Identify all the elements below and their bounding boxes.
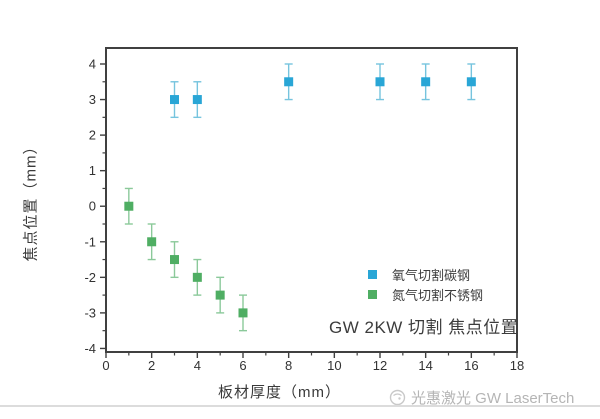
x-tick-label: 0 [102,358,109,373]
y-axis-label: 焦点位置（mm） [22,138,40,262]
data-point [147,237,157,247]
data-point [466,77,476,87]
y-tick-label: -1 [84,234,96,249]
y-tick-label: -2 [84,270,96,285]
data-point [124,201,134,211]
x-tick-label: 18 [510,358,524,373]
data-point [192,272,202,282]
data-point [215,290,225,300]
legend-item: 氧气切割碳钢 [368,266,483,283]
legend-item: 氮气切割不锈钢 [368,286,483,303]
chart-title: GW 2KW 切割 焦点位置 [329,318,519,337]
y-tick-label: -3 [84,305,96,320]
data-point [170,95,179,105]
data-point [238,308,248,318]
bottom-divider [0,405,600,407]
y-tick-label: 0 [89,199,96,214]
data-point [421,77,431,87]
data-point [284,77,294,87]
x-tick-label: 8 [285,358,292,373]
data-point [192,95,202,105]
brand-text: 光惠激光 GW LaserTech [411,390,575,407]
legend-label: 氧气切割碳钢 [392,268,471,283]
legend: 氧气切割碳钢 氮气切割不锈钢 [368,266,483,303]
y-tick-label: 2 [89,128,96,143]
swirl-logo-icon [389,389,406,406]
legend-label: 氮气切割不锈钢 [392,288,484,303]
x-tick-label: 4 [194,358,201,373]
y-tick-label: -4 [84,341,96,356]
legend-marker-icon [368,290,377,299]
plot-frame [105,47,518,353]
x-tick-label: 16 [464,358,478,373]
x-tick-label: 2 [148,358,155,373]
footer-brand: 光惠激光 GW LaserTech [389,387,574,408]
x-tick-label: 12 [373,358,387,373]
x-axis-label: 板材厚度（mm） [218,384,341,401]
data-point [375,77,385,87]
y-tick-label: 3 [89,92,96,107]
y-tick-label: 1 [89,163,96,178]
x-tick-label: 14 [418,358,432,373]
x-tick-label: 10 [327,358,341,373]
data-point [170,255,179,265]
legend-marker-icon [368,270,377,279]
y-tick-label: 4 [89,57,96,72]
x-tick-label: 6 [239,358,246,373]
